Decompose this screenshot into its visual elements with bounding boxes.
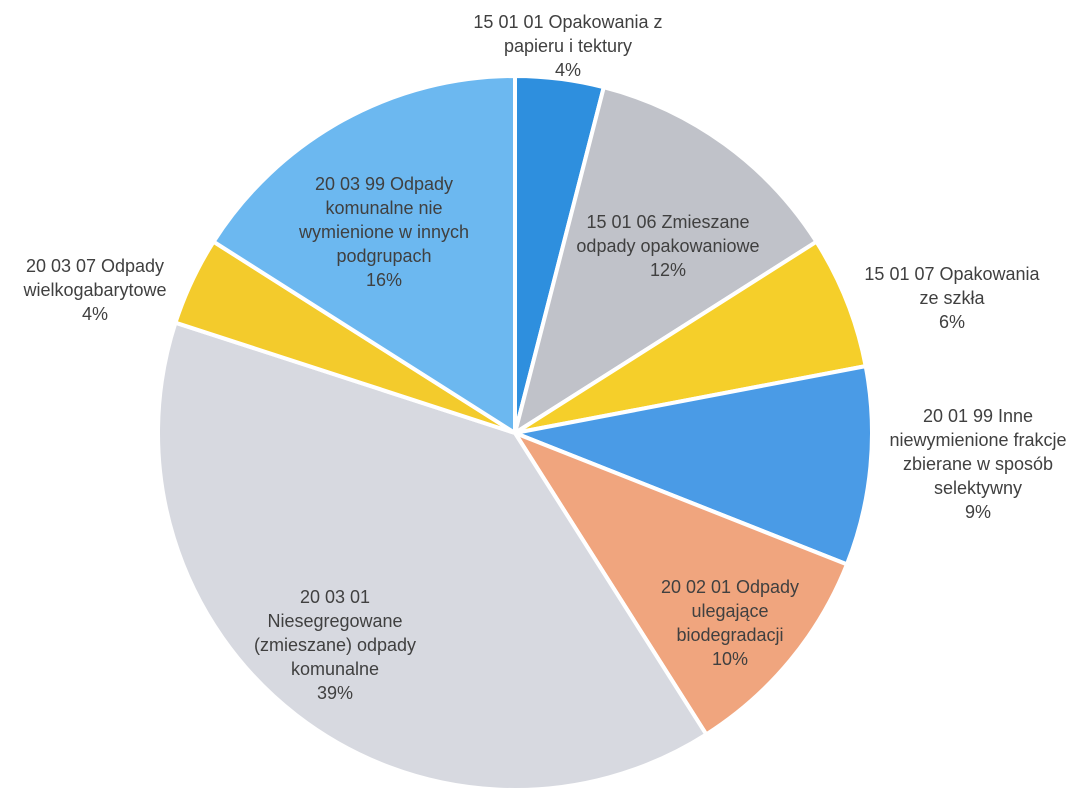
category-label: 20 03 07 Odpady wielkogabarytowe (23, 256, 167, 300)
category-label: 20 03 99 Odpady komunalne nie wymienione… (298, 174, 470, 266)
value-label: 6% (938, 312, 965, 332)
pie-slice (510, 428, 850, 738)
pie-slice (210, 73, 517, 437)
slice-label: 20 03 07 Odpady wielkogabarytowe 4% (13, 254, 178, 326)
category-label: 15 01 06 Zmieszane odpady opakowaniowe (576, 212, 760, 256)
pie-slice (511, 84, 820, 438)
category-label: 20 02 01 Odpady ulegające biodegradacji (660, 577, 800, 645)
value-label: 4% (554, 60, 581, 80)
pie-slice (156, 320, 710, 792)
category-label: 20 01 99 Inne niewymienione frakcje zbie… (889, 406, 1067, 498)
slice-label: 20 01 99 Inne niewymienione frakcje zbie… (878, 404, 1078, 524)
value-label: 4% (81, 304, 108, 324)
category-label: 20 03 01 Niesegregowane (zmieszane) odpa… (253, 587, 417, 679)
value-label: 16% (365, 270, 403, 290)
slice-label: 20 03 01 Niesegregowane (zmieszane) odpa… (245, 585, 425, 705)
category-label: 15 01 07 Opakowania ze szkła (864, 264, 1040, 308)
slice-label: 15 01 07 Opakowania ze szkła 6% (857, 262, 1047, 334)
slice-label: 15 01 01 Opakowania z papieru i tektury 4… (448, 10, 688, 82)
category-label: 15 01 01 Opakowania z papieru i tektury (473, 12, 663, 56)
slice-label: 20 03 99 Odpady komunalne nie wymienione… (292, 172, 477, 292)
slice-label: 20 02 01 Odpady ulegające biodegradacji 1… (653, 575, 808, 671)
value-label: 10% (711, 649, 749, 669)
value-label: 12% (649, 260, 687, 280)
slice-label: 15 01 06 Zmieszane odpady opakowaniowe 12… (568, 210, 768, 282)
pie-slice (507, 363, 874, 568)
value-label: 9% (964, 502, 991, 522)
value-label: 39% (316, 683, 354, 703)
pie-slice (513, 238, 869, 435)
